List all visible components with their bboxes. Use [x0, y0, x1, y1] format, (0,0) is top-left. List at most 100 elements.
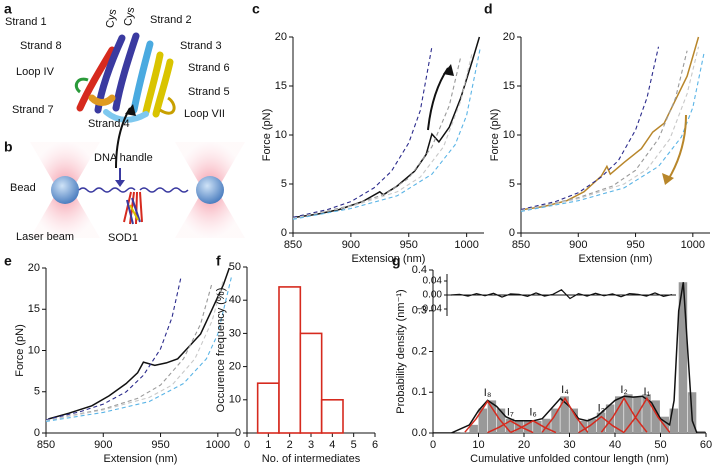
annotation: I₇	[507, 407, 514, 419]
protein-label: Strand 1	[5, 16, 47, 28]
y-tick-label: 20	[28, 262, 40, 274]
arrow-head	[662, 173, 674, 185]
y-tick-label: 10	[229, 394, 241, 406]
panel-label: c	[252, 1, 260, 17]
protein-label: Strand 3	[180, 40, 222, 52]
x-axis-label: Extension (nm)	[352, 253, 426, 265]
y-tick-label: 10	[28, 344, 40, 356]
tweezers-cartoon	[30, 142, 245, 238]
y-tick-label: 0.3	[412, 305, 427, 317]
hist-bar	[460, 432, 469, 433]
data-line	[295, 36, 481, 219]
x-tick-label: 40	[609, 439, 621, 451]
panel-label: f	[216, 253, 221, 269]
y-axis-label: Force (pN)	[261, 109, 273, 162]
model-curve	[521, 50, 688, 212]
x-tick-label: 60	[700, 439, 712, 451]
x-tick-label: 5	[351, 439, 357, 451]
hist-bar	[524, 420, 533, 433]
y-tick-label: 0.1	[412, 386, 427, 398]
y-tick-label: 0	[509, 227, 515, 239]
model-curve	[293, 46, 433, 218]
model-curve	[521, 46, 700, 212]
x-tick-label: 1000	[454, 239, 478, 251]
y-tick-label: 40	[229, 294, 241, 306]
arrow-head	[443, 64, 454, 76]
model-curve	[46, 276, 182, 421]
y-tick-label: 5	[509, 178, 515, 190]
data-line	[48, 267, 231, 420]
annotation: I₁	[643, 386, 650, 398]
bar	[256, 382, 280, 434]
x-tick-label: 50	[654, 439, 666, 451]
y-tick-label: 5	[34, 386, 40, 398]
hist-bar	[669, 408, 679, 433]
hist-bar	[605, 404, 615, 433]
chart-panel: c 850 900 950 1000 0 5 10 15 20 Extension (nm) Forc…	[252, 1, 484, 265]
protein-label: Strand 6	[188, 62, 230, 74]
x-axis-label: Extension (nm)	[104, 453, 178, 465]
protein-cartoon	[74, 32, 176, 123]
y-tick-label: 15	[503, 80, 515, 92]
diagram-label: Bead	[10, 182, 36, 194]
protein-label: Strand 2	[150, 14, 192, 26]
hist-bar	[596, 412, 606, 433]
hist-bar	[651, 400, 660, 433]
model-curve	[521, 51, 705, 212]
hist-bar	[505, 418, 515, 433]
model-curve	[293, 51, 473, 219]
protein-label: Loop VII	[184, 108, 225, 120]
diagram-label: DNA handle	[94, 152, 153, 164]
bar	[278, 286, 302, 434]
x-tick-label: 0	[430, 439, 436, 451]
y-axis-label: Force (pN)	[14, 324, 26, 377]
inset-y-tick-label: 0.04	[423, 276, 443, 287]
y-tick-label: 0.4	[412, 264, 427, 276]
protein-label: Strand 4	[88, 118, 130, 130]
model-curve	[293, 46, 482, 220]
x-axis-label: Extension (nm)	[579, 253, 653, 265]
panel-label: g	[392, 253, 401, 269]
x-tick-label: 20	[518, 439, 530, 451]
data-line	[523, 36, 700, 211]
residual-line	[450, 289, 673, 300]
arrow	[427, 67, 449, 131]
data-line	[600, 396, 648, 433]
hist-bar	[551, 408, 560, 433]
hist-bar	[615, 396, 624, 433]
y-tick-label: 0	[281, 227, 287, 239]
y-tick-label: 50	[229, 261, 241, 273]
y-axis-label: Probability density (nm⁻¹)	[395, 289, 407, 413]
panel-label: d	[484, 1, 493, 17]
protein-label: Strand 8	[20, 40, 62, 52]
x-tick-label: 6	[372, 439, 378, 451]
y-tick-label: 20	[275, 31, 287, 43]
arrow-head	[125, 104, 136, 116]
y-tick-label: 0	[34, 427, 40, 439]
inset-y-tick-label: –0.04	[417, 304, 442, 315]
hist-bar	[469, 424, 478, 433]
hist-bar	[624, 394, 633, 433]
diagram-label: SOD1	[108, 232, 138, 244]
data-line	[578, 415, 625, 433]
hist-bar	[696, 430, 706, 433]
chart-panel: f 0 1 2 3 4 5 6 0 10 20 30 40 50 No. of intermediates O…	[215, 253, 378, 465]
annotation: I₃	[598, 402, 606, 414]
x-tick-label: 3	[308, 439, 314, 451]
model-curve	[46, 276, 233, 422]
hist-bar	[533, 420, 542, 433]
x-tick-label: 950	[151, 439, 169, 451]
data-line	[464, 399, 511, 433]
x-tick-label: 1	[265, 439, 271, 451]
hist-bar	[560, 396, 569, 433]
y-tick-label: 0.0	[412, 427, 427, 439]
protein-label: Cys	[104, 8, 119, 29]
protein-label: Strand 7	[12, 104, 54, 116]
y-tick-label: 30	[229, 327, 241, 339]
chart-panel: d 850 900 950 1000 0 5 10 15 20 Extension (nm) Forc…	[484, 1, 710, 265]
inset-y-tick-label: 0.00	[423, 290, 443, 301]
model-curve	[521, 46, 660, 211]
annotation: I₄	[561, 384, 569, 396]
annotation: I₆	[529, 407, 537, 419]
y-tick-label: 0	[235, 427, 241, 439]
